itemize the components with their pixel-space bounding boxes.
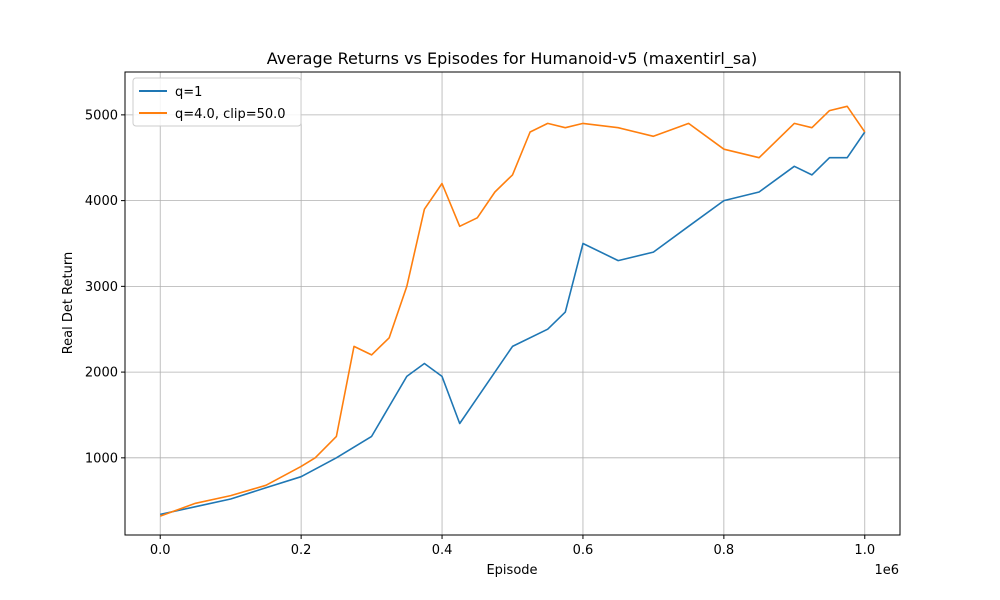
legend-label-1: q=1 [175,85,202,100]
grid [125,72,900,535]
y-tick-label: 1000 [85,451,118,466]
legend-box [132,77,302,127]
y-axis-label: Real Det Return [61,252,76,355]
x-tick-label: 0.2 [291,543,312,558]
legend: q=1 q=4.0, clip=50.0 [132,77,302,127]
series-line-2 [159,105,866,517]
x-axis-ticks: 0.0 0.2 0.4 0.6 0.8 1.0 [150,535,875,558]
x-axis-label: Episode [486,563,537,578]
x-tick-label: 0.6 [573,543,594,558]
plot-frame [124,71,901,536]
series-layer [159,105,866,517]
y-tick-label: 5000 [85,108,118,123]
y-tick-label: 4000 [85,194,118,209]
y-axis-ticks: 1000 2000 3000 4000 5000 [85,108,125,466]
x-tick-label: 1.0 [854,543,875,558]
x-tick-label: 0.0 [150,543,171,558]
x-tick-label: 0.8 [714,543,735,558]
x-axis-scale-label: 1e6 [874,563,899,578]
y-tick-label: 3000 [85,280,118,295]
y-tick-label: 2000 [85,366,118,381]
series-line-1 [160,131,866,516]
legend-label-2: q=4.0, clip=50.0 [175,107,286,122]
x-tick-label: 0.4 [432,543,453,558]
chart-title: Average Returns vs Episodes for Humanoid… [267,49,757,69]
